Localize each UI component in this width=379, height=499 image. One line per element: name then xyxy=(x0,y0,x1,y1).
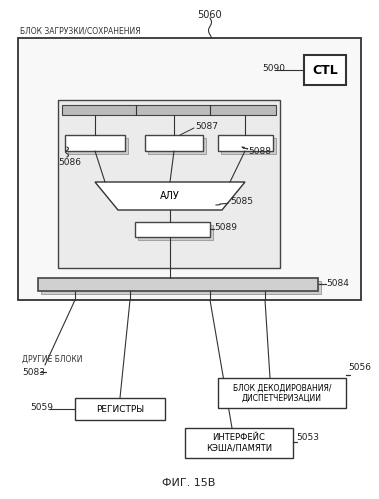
Bar xyxy=(58,100,280,268)
Text: 5088: 5088 xyxy=(248,148,271,157)
Text: 5083: 5083 xyxy=(22,368,45,377)
Text: 5085: 5085 xyxy=(230,198,253,207)
Text: 5087: 5087 xyxy=(195,122,218,131)
Bar xyxy=(62,105,276,115)
Text: 5053: 5053 xyxy=(296,433,319,442)
Bar xyxy=(218,135,273,151)
Text: РЕГИСТРЫ: РЕГИСТРЫ xyxy=(96,405,144,414)
Bar xyxy=(221,138,276,154)
Text: CTL: CTL xyxy=(312,63,338,76)
Bar xyxy=(148,138,206,154)
Text: 5090: 5090 xyxy=(262,63,285,72)
Polygon shape xyxy=(95,182,245,210)
Bar xyxy=(75,398,165,420)
Text: АЛУ: АЛУ xyxy=(160,191,180,201)
Text: 5084: 5084 xyxy=(326,278,349,287)
Bar xyxy=(135,222,210,237)
Text: 5086: 5086 xyxy=(58,158,81,167)
Bar xyxy=(68,138,128,154)
Text: 5056: 5056 xyxy=(348,363,371,372)
Text: 5089: 5089 xyxy=(214,224,237,233)
Text: ДРУГИЕ БЛОКИ: ДРУГИЕ БЛОКИ xyxy=(22,355,83,364)
Bar xyxy=(138,225,213,240)
Bar xyxy=(65,135,125,151)
Bar xyxy=(38,278,318,291)
Bar xyxy=(304,55,346,85)
Text: ФИГ. 15В: ФИГ. 15В xyxy=(162,478,216,488)
Bar xyxy=(185,428,293,458)
Text: БЛОК ЗАГРУЗКИ/СОХРАНЕНИЯ: БЛОК ЗАГРУЗКИ/СОХРАНЕНИЯ xyxy=(20,26,141,35)
Bar xyxy=(145,135,203,151)
Bar xyxy=(18,38,361,300)
Text: БЛОК ДЕКОДИРОВАНИЯ/
ДИСПЕТЧЕРИЗАЦИИ: БЛОК ДЕКОДИРОВАНИЯ/ ДИСПЕТЧЕРИЗАЦИИ xyxy=(233,383,331,403)
Text: 5060: 5060 xyxy=(198,10,222,20)
Bar xyxy=(41,281,321,294)
Bar xyxy=(218,378,346,408)
Text: ИНТЕРФЕЙС
КЭША/ПАМЯТИ: ИНТЕРФЕЙС КЭША/ПАМЯТИ xyxy=(206,433,272,453)
Text: 5059: 5059 xyxy=(30,404,53,413)
